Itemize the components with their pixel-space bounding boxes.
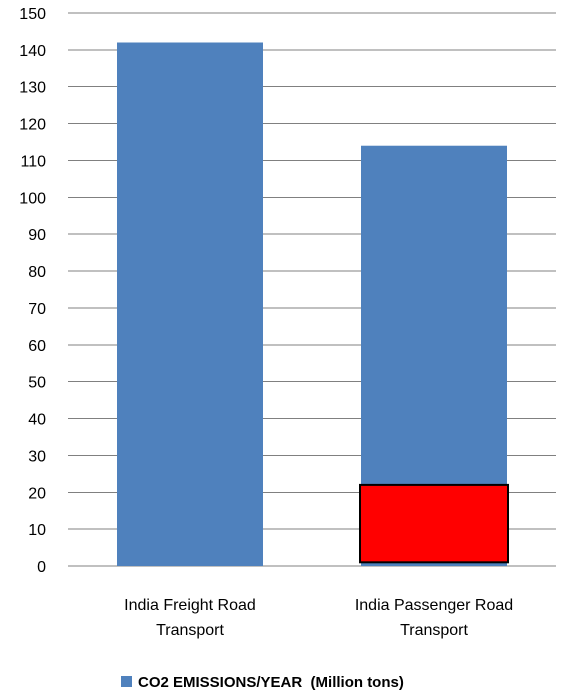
y-tick-label: 80 — [28, 264, 46, 281]
y-tick-label: 60 — [28, 338, 46, 355]
legend: CO2 EMISSIONS/YEAR (Million tons) — [121, 674, 404, 691]
y-tick-label: 10 — [28, 522, 46, 539]
y-tick-label: 120 — [19, 117, 46, 134]
x-category-label: India Freight Road Transport — [124, 597, 256, 639]
y-tick-label: 130 — [19, 80, 46, 97]
y-axis-ticks: 0 10 20 30 40 50 60 70 80 90 100 110 120 130 140 150 — [19, 6, 46, 576]
bars — [117, 42, 509, 566]
y-tick-label: 50 — [28, 375, 46, 392]
y-tick-label: 30 — [28, 448, 46, 465]
y-tick-label: 100 — [19, 190, 46, 207]
x-axis-categories: India Freight Road Transport India Passeng… — [124, 597, 513, 639]
y-tick-label: 40 — [28, 412, 46, 429]
y-tick-label: 140 — [19, 43, 46, 60]
y-tick-label: 0 — [37, 559, 46, 576]
legend-label: CO2 EMISSIONS/YEAR (Million tons) — [138, 674, 404, 691]
highlight-overlay — [359, 483, 509, 564]
bar — [117, 42, 263, 566]
y-tick-label: 90 — [28, 227, 46, 244]
legend-swatch — [121, 676, 132, 687]
x-category-label: India Passenger Road Transport — [355, 597, 513, 639]
y-tick-label: 150 — [19, 6, 46, 23]
y-tick-label: 110 — [20, 153, 46, 170]
y-tick-label: 20 — [28, 485, 46, 502]
y-tick-label: 70 — [28, 301, 46, 318]
